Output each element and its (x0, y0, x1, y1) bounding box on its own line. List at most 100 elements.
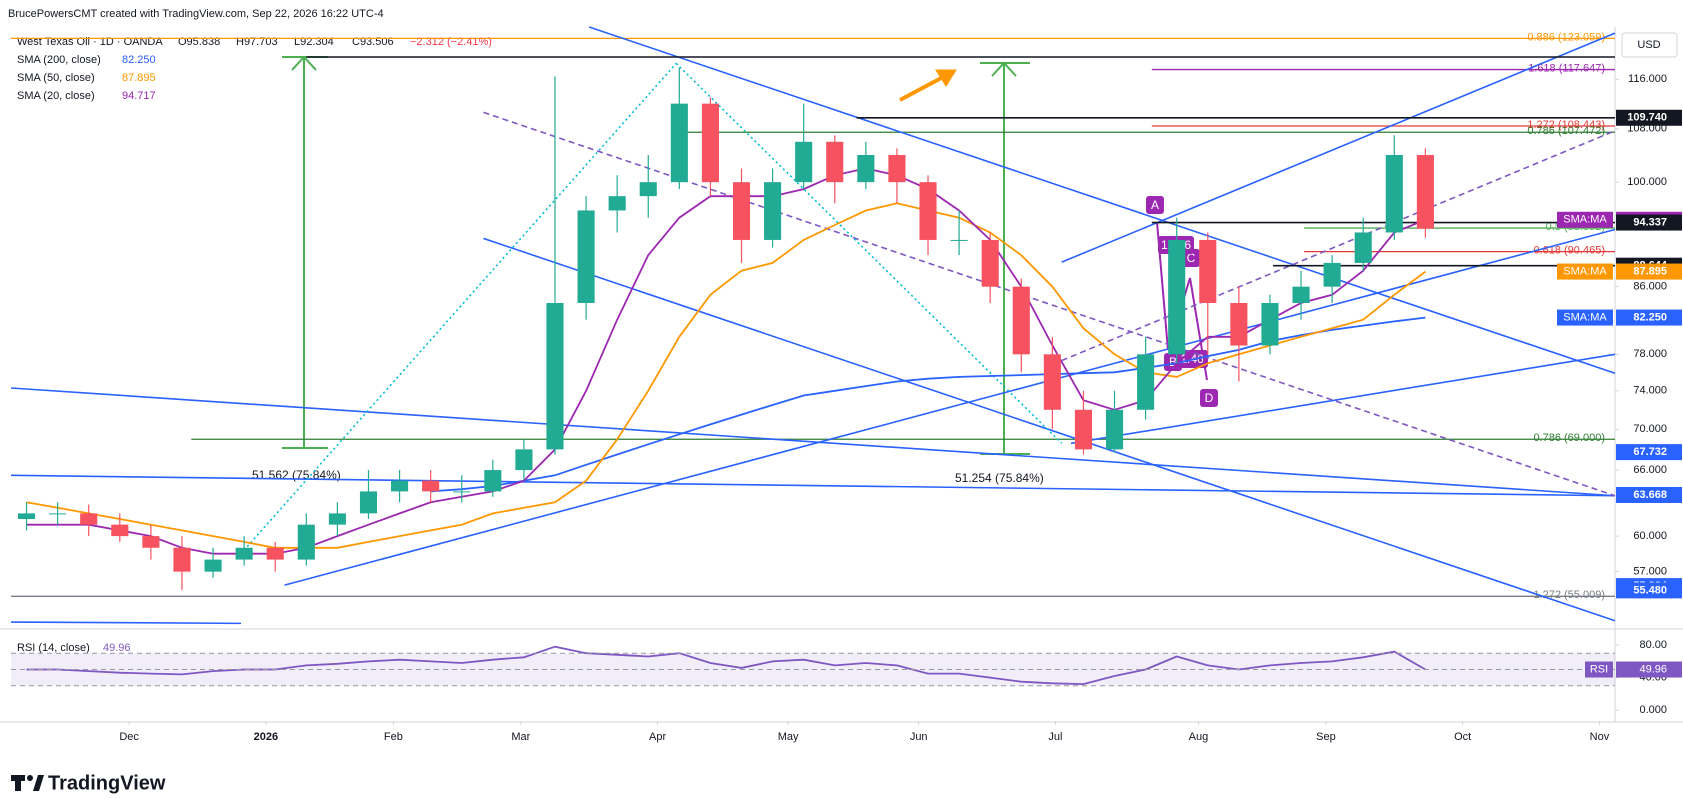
y-tick-label: 78.000 (1633, 348, 1667, 360)
candle-body (1416, 154, 1434, 229)
currency-box[interactable] (1621, 32, 1678, 58)
price-tag-label: 82.250 (1633, 311, 1667, 323)
pattern-label: B (1169, 355, 1177, 369)
legend-low: L92.304 (294, 36, 334, 48)
pattern-label: C (1187, 251, 1196, 265)
measure-arrows (282, 55, 1030, 455)
candle-body (1137, 354, 1155, 410)
candle-body (422, 480, 440, 492)
trend-line (483, 111, 1616, 497)
price-tag (1616, 309, 1682, 326)
candle-body (795, 141, 813, 183)
x-tick-label: Mar (511, 731, 530, 743)
candle-body (142, 536, 160, 548)
rsi-tick-label: 80.00 (1639, 639, 1667, 651)
candle-body (670, 103, 688, 183)
rsi-value: 49.96 (103, 642, 131, 654)
candle-body (49, 513, 67, 515)
fib-label: 0.618 (90.465) (1533, 245, 1605, 257)
series-name: SMA (20, close) (17, 90, 95, 102)
x-tick-label: Jun (910, 731, 928, 743)
logo-mark (33, 775, 44, 791)
y-tick-label: 100.000 (1627, 176, 1667, 188)
candle-body (577, 210, 595, 303)
price-tag (1616, 582, 1682, 599)
measure-label: 51.254 (75.84%) (955, 471, 1044, 485)
pattern-label: D (1205, 391, 1214, 405)
legend: West Texas Oil · 1D · OANDA O95.838 H97.… (17, 36, 492, 48)
rsi-line (26, 645, 1426, 686)
tag-label: SMA:MA (1563, 265, 1607, 277)
arrow-shaft (899, 74, 946, 102)
series-value: 82.250 (122, 54, 156, 66)
candle-body (484, 470, 502, 492)
candle-body (1261, 302, 1279, 346)
candle-body (1354, 232, 1372, 263)
pattern-box (1146, 196, 1164, 214)
candle-body (888, 154, 906, 183)
candle-body (359, 491, 378, 514)
candle-body (732, 182, 751, 240)
x-tick-label: Jul (1048, 731, 1062, 743)
price-tag (1616, 109, 1682, 126)
price-tag (1616, 263, 1682, 280)
trend-line (1061, 32, 1616, 263)
x-tick-label: Oct (1454, 731, 1471, 743)
sma-line (26, 202, 1426, 549)
rsi-name: RSI (14, close) (17, 642, 90, 654)
candle-body (1230, 302, 1248, 346)
trend-line (483, 237, 1616, 622)
rsi-name-box (1585, 661, 1613, 678)
candle-body (1199, 239, 1217, 303)
candle-body (826, 141, 844, 183)
trend-line (10, 474, 1616, 497)
trend-line (588, 26, 1616, 374)
fib-label: 0.786 (69.000) (1533, 432, 1605, 444)
rsi-tag-label: 49.96 (1639, 663, 1667, 675)
currency: USD (1637, 39, 1660, 51)
orange-arrow (899, 69, 957, 102)
legend-close: C93.506 (352, 36, 394, 48)
series-name: SMA (50, close) (17, 72, 95, 84)
x-tick-label: Dec (119, 731, 139, 743)
candle-body (297, 524, 315, 560)
trend-line (675, 62, 1063, 444)
y-tick-label: 66.000 (1633, 464, 1667, 476)
candle-body (857, 154, 875, 183)
price-tag-label: 109.740 (1627, 112, 1667, 124)
candle-body (950, 239, 968, 241)
candle-body (981, 239, 999, 287)
candle-body (453, 491, 471, 493)
candle-body (546, 302, 564, 450)
arrow-head (291, 55, 317, 71)
tag-box (1557, 211, 1613, 228)
candle-body (764, 182, 782, 240)
y-tick-label: 86.000 (1633, 281, 1667, 293)
arrow-head (991, 61, 1017, 77)
trend-line (1070, 353, 1616, 445)
price-tag (1616, 214, 1682, 231)
plot-area: 0.886 (123.059) 1.618 (117.647) 1.272 (108… (10, 26, 1616, 686)
candle-body (701, 103, 719, 183)
price-tag (1616, 444, 1682, 461)
x-tick-label: Aug (1189, 731, 1209, 743)
candle-body (1385, 154, 1403, 233)
logo[interactable]: TradingView (11, 772, 166, 794)
x-tick-label: May (778, 731, 799, 743)
x-tick-label: Nov (1590, 731, 1610, 743)
candle-body (235, 547, 253, 560)
price-tag-label: 63.668 (1633, 489, 1667, 501)
symbol: West Texas Oil · 1D · OANDA (17, 36, 163, 48)
candle-body (1168, 239, 1186, 355)
candle-body (608, 196, 626, 211)
fib-label: 1.618 (117.647) (1528, 62, 1605, 74)
x-tick-label: 2026 (254, 731, 278, 743)
rsi-name-tag: RSI (1590, 663, 1608, 675)
candle-body (204, 559, 222, 572)
candle-body (515, 449, 533, 471)
header: BrucePowersCMT created with TradingView.… (8, 8, 384, 20)
tag-box (1557, 309, 1613, 326)
price-tag (1616, 486, 1682, 503)
